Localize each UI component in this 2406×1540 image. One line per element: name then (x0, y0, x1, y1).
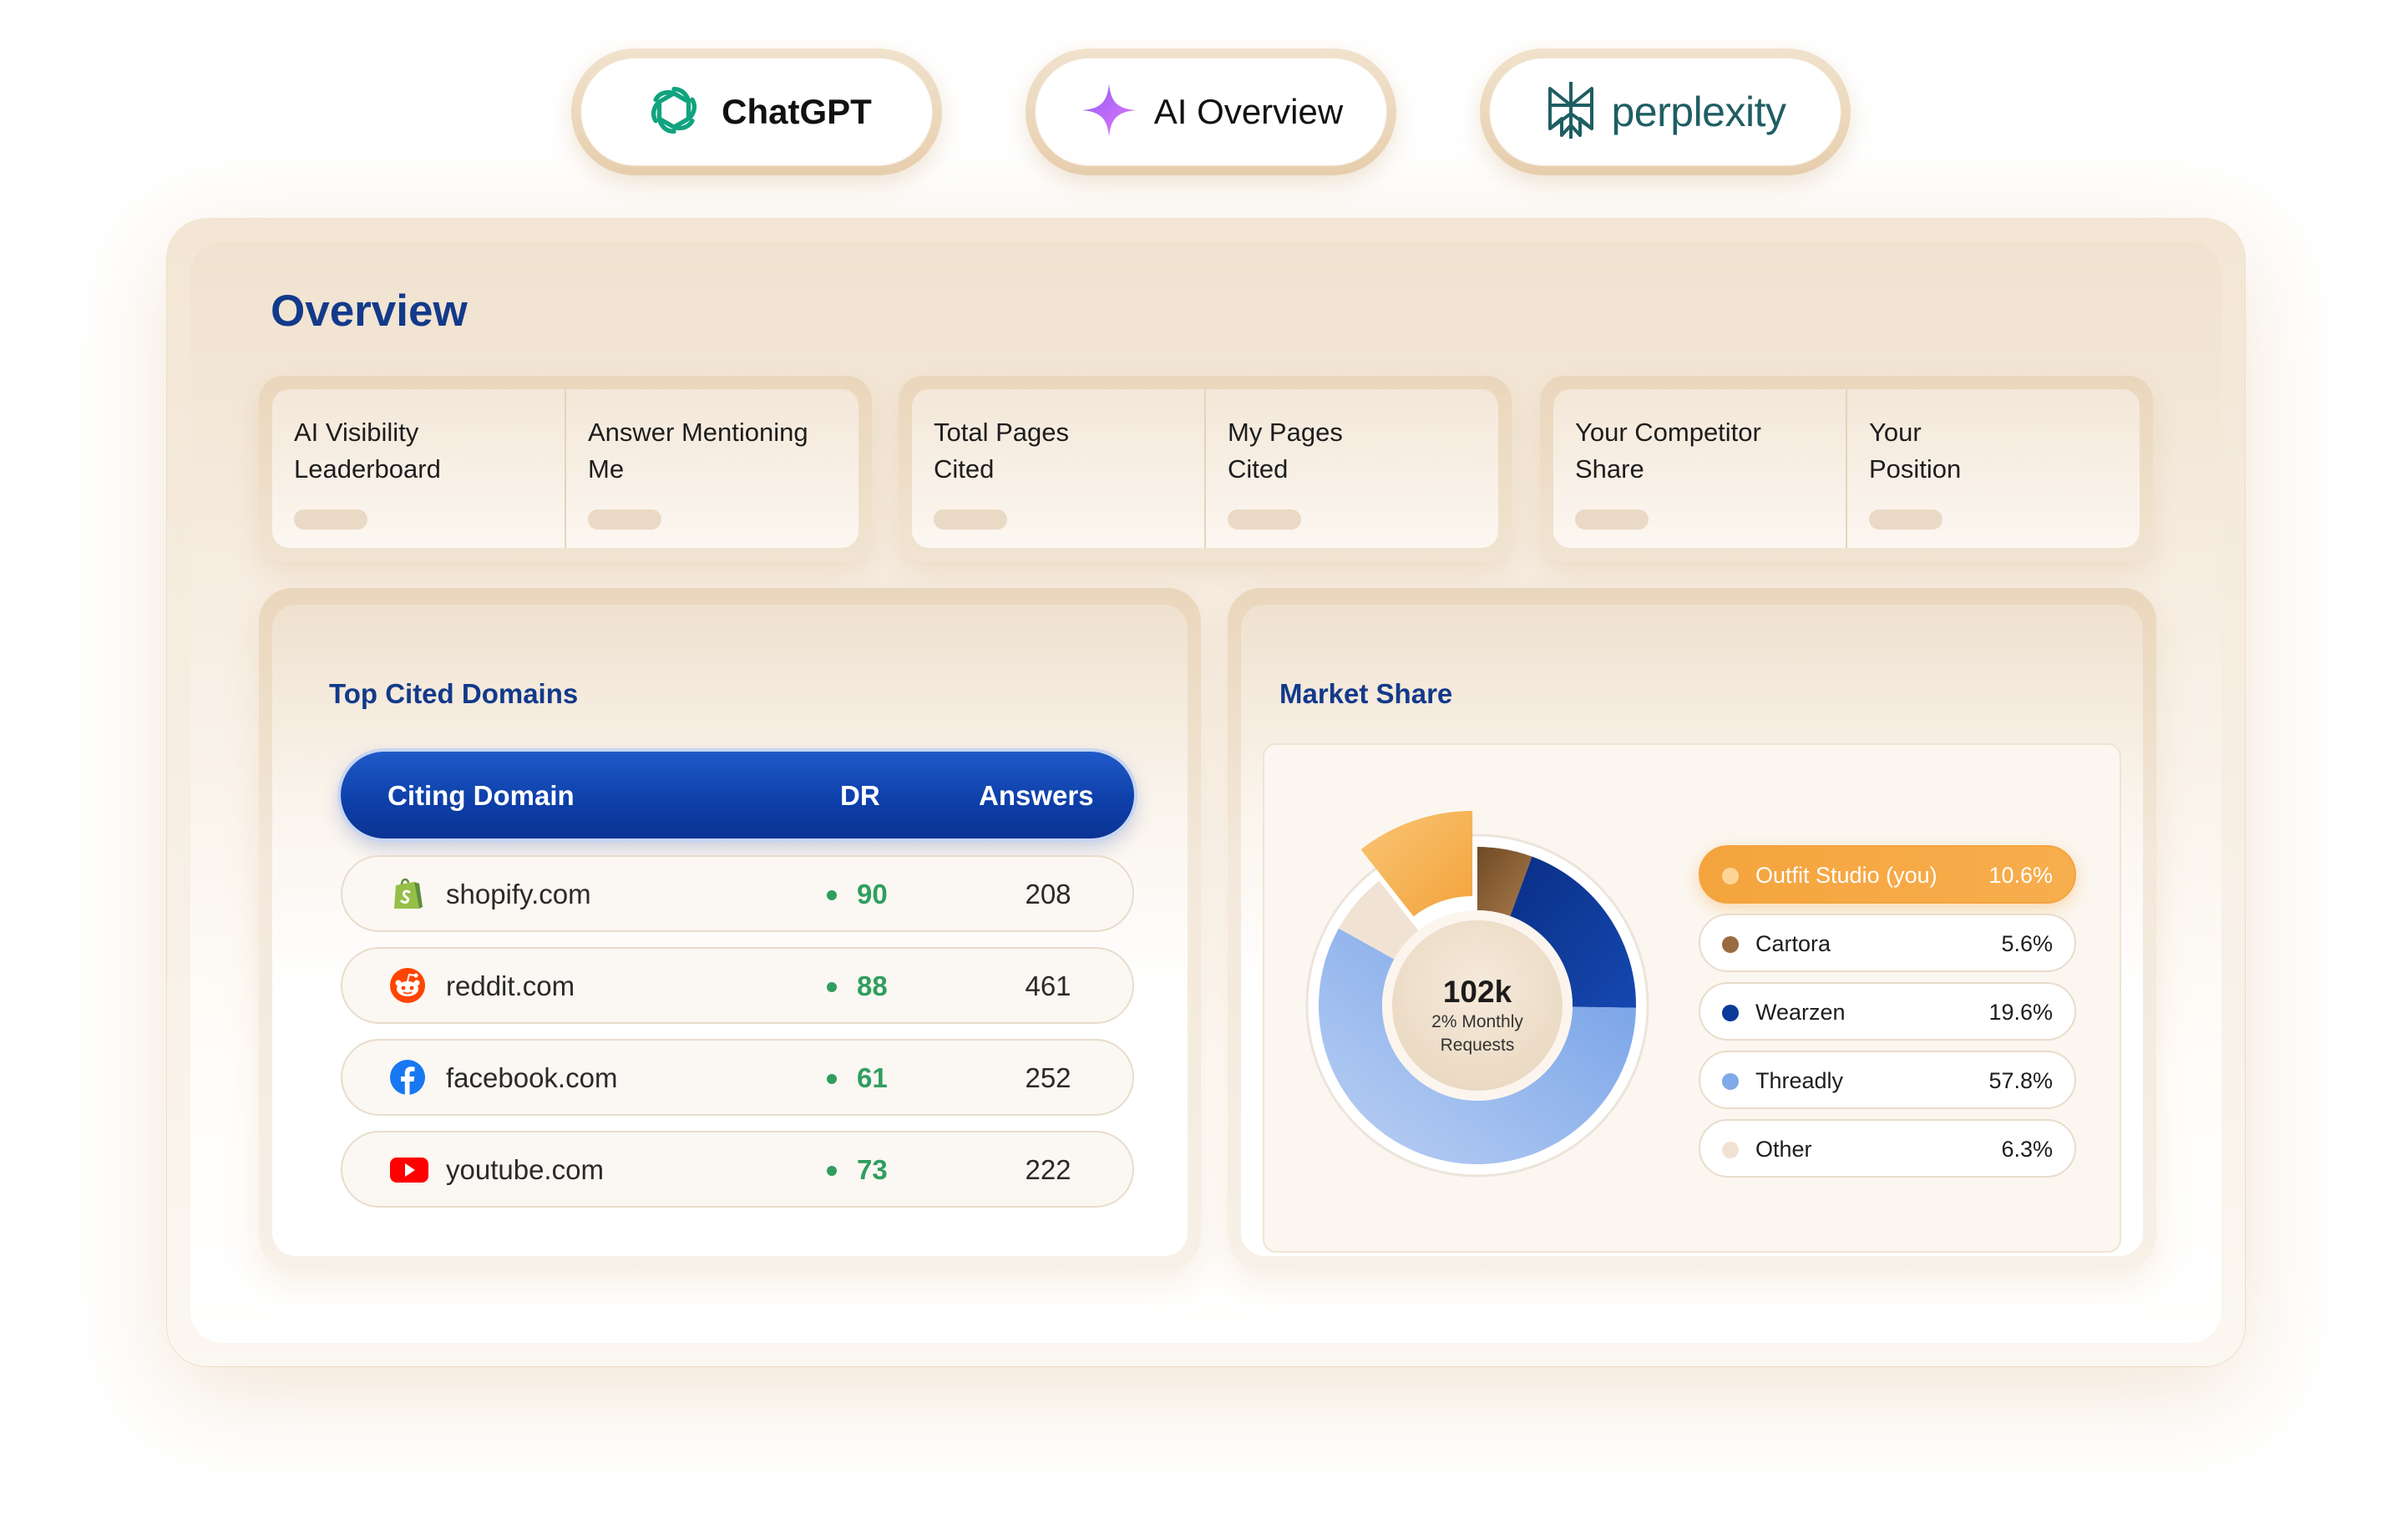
brand-label-perplexity: perplexity (1611, 89, 1787, 135)
legend-value: 57.8% (1988, 1068, 2053, 1093)
answers-count: 208 (1025, 879, 1071, 909)
brand-pill-perplexity[interactable]: perplexity (1480, 48, 1851, 175)
answers-count: 252 (1025, 1062, 1071, 1093)
column-header-dr[interactable]: DR (840, 780, 880, 811)
legend-item-wearzen[interactable]: Wearzen 19.6% (1699, 982, 2076, 1041)
dr-value: 88 (857, 970, 888, 1001)
legend-label: Cartora (1755, 931, 1831, 956)
legend-value: 19.6% (1988, 1000, 2053, 1025)
slice-threadly[interactable] (1319, 928, 1636, 1164)
stat-total-pages-cited[interactable]: Total Pages Cited (912, 389, 1204, 548)
legend-label: Outfit Studio (you) (1755, 863, 1937, 888)
slice-wearzen[interactable] (1510, 856, 1636, 1008)
legend-value: 5.6% (2001, 931, 2053, 956)
youtube-icon (389, 1151, 428, 1188)
brand-pill-chatgpt[interactable]: ChatGPT (571, 48, 942, 175)
market-share-chart: 102k 2% Monthly Requests Outfit Studio (… (1263, 743, 2121, 1253)
table-row[interactable]: youtube.com 73 222 (341, 1131, 1134, 1208)
domain-name: shopify.com (446, 879, 591, 909)
openai-icon (641, 78, 707, 147)
reddit-icon (389, 967, 426, 1004)
donut-center-value: 102k (1443, 975, 1512, 1009)
legend-item-outfit-studio[interactable]: Outfit Studio (you) 10.6% (1699, 845, 2076, 904)
domain-name: youtube.com (446, 1154, 604, 1185)
stat-label: Answer Mentioning Me (588, 418, 808, 484)
page-title: Overview (271, 286, 468, 336)
brand-label-ai-overview: AI Overview (1153, 92, 1344, 131)
table-row[interactable]: reddit.com 88 461 (341, 947, 1134, 1024)
value-placeholder (934, 509, 1007, 529)
panel-title: Top Cited Domains (329, 678, 579, 709)
panel-title: Market Share (1279, 678, 1453, 709)
dr-status-dot (827, 890, 837, 900)
dr-status-dot (827, 1074, 837, 1084)
legend-label: Threadly (1755, 1068, 1844, 1093)
donut-chart: 102k 2% Monthly Requests (1305, 810, 1649, 1178)
legend-dot (1722, 1073, 1739, 1090)
stat-card-group-1: AI Visibility Leaderboard Answer Mention… (259, 376, 872, 561)
legend-dot (1722, 936, 1739, 953)
legend-item-other[interactable]: Other 6.3% (1699, 1119, 2076, 1178)
stat-label: Your Competitor Share (1575, 418, 1761, 484)
brand-pill-ai-overview[interactable]: AI Overview (1026, 48, 1396, 175)
stat-card-group-2: Total Pages Cited My Pages Cited (899, 376, 1512, 561)
column-header-answers[interactable]: Answers (979, 780, 1094, 811)
slice-cartora[interactable] (1477, 847, 1532, 916)
stat-your-position[interactable]: Your Position (1846, 389, 2140, 548)
stat-label: AI Visibility Leaderboard (294, 418, 441, 484)
domain-name: reddit.com (446, 970, 575, 1001)
value-placeholder (588, 509, 661, 529)
perplexity-icon (1545, 80, 1597, 144)
stat-label: Your Position (1869, 418, 1962, 484)
legend-value: 10.6% (1988, 863, 2053, 888)
donut-center-subtitle: Requests (1441, 1036, 1515, 1055)
value-placeholder (1575, 509, 1649, 529)
answers-count: 222 (1025, 1154, 1071, 1185)
dr-status-dot (827, 1166, 837, 1176)
value-placeholder (1228, 509, 1301, 529)
legend-label: Other (1755, 1137, 1812, 1162)
brand-label-chatgpt: ChatGPT (722, 92, 872, 131)
value-placeholder (1869, 509, 1943, 529)
table-row[interactable]: shopify.com 90 208 (341, 855, 1134, 932)
top-cited-domains-panel: Top Cited Domains Citing Domain DR Answe… (259, 588, 1201, 1269)
sparkle-icon (1079, 80, 1139, 144)
dr-value: 90 (857, 879, 888, 909)
legend-item-threadly[interactable]: Threadly 57.8% (1699, 1051, 2076, 1109)
legend-item-cartora[interactable]: Cartora 5.6% (1699, 914, 2076, 972)
stat-my-pages-cited[interactable]: My Pages Cited (1204, 389, 1498, 548)
stat-your-competitor-share[interactable]: Your Competitor Share (1553, 389, 1846, 548)
donut-center (1392, 920, 1563, 1091)
legend-dot (1722, 868, 1739, 884)
dr-status-dot (827, 982, 837, 992)
table-header: Citing Domain DR Answers (341, 752, 1134, 838)
market-share-panel: Market Share (1228, 588, 2156, 1269)
stat-label: My Pages Cited (1228, 418, 1343, 484)
slice-outfit-studio[interactable] (1360, 810, 1473, 917)
legend-value: 6.3% (2001, 1137, 2053, 1162)
facebook-icon (389, 1059, 426, 1096)
domain-name: facebook.com (446, 1062, 618, 1093)
dr-value: 73 (857, 1154, 888, 1185)
legend-dot (1722, 1005, 1739, 1021)
table-row[interactable]: facebook.com 61 252 (341, 1039, 1134, 1116)
stat-ai-visibility-leaderboard[interactable]: AI Visibility Leaderboard (272, 389, 565, 548)
column-header-domain[interactable]: Citing Domain (387, 780, 575, 811)
value-placeholder (294, 509, 367, 529)
legend-dot (1722, 1142, 1739, 1158)
dr-value: 61 (857, 1062, 888, 1093)
answers-count: 461 (1025, 970, 1071, 1001)
stat-label: Total Pages Cited (934, 418, 1069, 484)
stat-card-group-3: Your Competitor Share Your Position (1540, 376, 2153, 561)
donut-center-subtitle: 2% Monthly (1431, 1012, 1523, 1031)
shopify-icon (389, 875, 426, 912)
legend-label: Wearzen (1755, 1000, 1846, 1025)
stat-answer-mentioning-me[interactable]: Answer Mentioning Me (565, 389, 859, 548)
slice-other[interactable] (1338, 880, 1419, 960)
